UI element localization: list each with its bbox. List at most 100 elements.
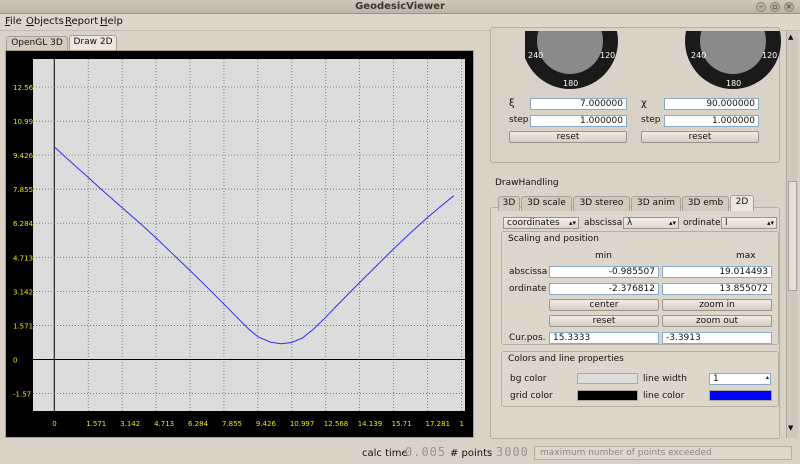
chi-label: χ — [641, 98, 647, 109]
ordinate-label: ordinate — [683, 218, 721, 228]
plot-2d-canvas[interactable]: 12.56 10.99 9.426 7.855 6.284 4.713 3.142 1.571… — [6, 51, 473, 437]
line-color-swatch[interactable] — [709, 390, 772, 401]
chi-dial[interactable]: 240 120 180 — [685, 31, 781, 89]
chi-input[interactable]: 90.000000 — [664, 98, 759, 110]
menu-help[interactable]: Help — [100, 16, 123, 27]
menu-bar: File Objects Report Help — [0, 14, 800, 31]
dials: 240 120 180 240 120 180 — [525, 31, 781, 89]
geodesic-curve — [53, 146, 455, 345]
y-tick-label: 4.713 — [13, 254, 33, 262]
draw-2d-panel: 12.56 10.99 9.426 7.855 6.284 4.713 3.142 1.571… — [5, 50, 474, 438]
grid-color-swatch[interactable] — [577, 390, 638, 401]
xi-dial-knob — [537, 31, 603, 74]
x-tick-label: 9.426 — [256, 420, 277, 428]
ordinate-select[interactable]: l ▴▾ — [721, 217, 777, 229]
tab-opengl-3d[interactable]: OpenGL 3D — [6, 36, 68, 51]
chi-dial-label-120: 120 — [762, 51, 777, 60]
menu-objects[interactable]: Objects — [26, 16, 64, 27]
x-tick-label: 1.571 — [86, 420, 106, 428]
xi-dial[interactable]: 240 120 180 — [525, 31, 618, 89]
plot-grid — [33, 59, 465, 411]
xi-input[interactable]: 7.000000 — [530, 98, 627, 110]
min-label: min — [595, 251, 612, 261]
x-tick-label: 0 — [52, 420, 56, 428]
step-input-right[interactable]: 1.000000 — [664, 115, 759, 127]
ordinate-min-input[interactable]: -2.376812 — [549, 283, 659, 295]
y-tick-label: -1.57 — [13, 391, 31, 399]
menu-report[interactable]: Report — [65, 16, 99, 27]
scrollbar-thumb[interactable] — [788, 181, 797, 291]
line-width-label: line width — [643, 374, 687, 384]
zoom-in-button[interactable]: zoom in — [662, 299, 772, 311]
grid-color-label: grid color — [510, 391, 553, 401]
calc-time-display: 0.005 — [405, 445, 447, 459]
chi-dial-label-240: 240 — [691, 51, 706, 60]
zoom-out-button[interactable]: zoom out — [662, 315, 772, 327]
scroll-down-icon: ▼ — [788, 424, 794, 432]
step-label-right: step — [641, 115, 661, 125]
status-message: maximum number of points exceeded — [534, 446, 792, 460]
abscissa-min-input[interactable]: -0.985507 — [549, 266, 659, 278]
line-width-spinbox[interactable]: 1 ▴ — [709, 373, 771, 385]
tab-3d-emb[interactable]: 3D emb — [682, 196, 729, 211]
reset-scaling-button[interactable]: reset — [549, 315, 659, 327]
y-tick-labels: 12.56 10.99 9.426 7.855 6.284 4.713 3.142 1.571… — [13, 84, 34, 398]
abscissa-max-input[interactable]: 19.014493 — [662, 266, 772, 278]
tab-3d-scale[interactable]: 3D scale — [521, 196, 572, 211]
minimize-icon[interactable]: – — [756, 2, 766, 12]
chi-dial-label-180: 180 — [726, 79, 741, 88]
points-display: 3000 — [496, 445, 529, 459]
x-tick-label: 14.139 — [358, 420, 383, 428]
bg-color-label: bg color — [510, 374, 547, 384]
maximize-icon[interactable]: ▫ — [770, 2, 780, 12]
y-tick-label: 9.426 — [13, 152, 34, 160]
y-tick-label: 7.855 — [13, 186, 33, 194]
points-label: # points — [450, 448, 493, 459]
step-input-left[interactable]: 1.000000 — [530, 115, 627, 127]
x-tick-label: 12.568 — [324, 420, 349, 428]
title-bar: GeodesicViewer – ▫ × — [0, 0, 800, 14]
ordinate-max-input[interactable]: 13.855072 — [662, 283, 772, 295]
menu-file[interactable]: File — [5, 16, 22, 27]
tab-3d[interactable]: 3D — [498, 196, 520, 211]
x-tick-label: 1 — [459, 420, 463, 428]
calc-time-label: calc time — [362, 448, 408, 459]
center-button[interactable]: center — [549, 299, 659, 311]
step-label-left: step — [509, 115, 529, 125]
abscissa-select[interactable]: λ ▴▾ — [623, 217, 679, 229]
coordinates-select[interactable]: coordinates ▴▾ — [503, 217, 579, 229]
right-scrollbar[interactable]: ▲ ▼ — [786, 31, 798, 438]
max-label: max — [736, 251, 756, 261]
chevron-down-icon: ▴▾ — [568, 219, 576, 227]
y-tick-label: 0 — [13, 356, 17, 364]
x-tick-labels: 0 1.571 3.142 4.713 6.284 7.855 9.426 10.997 12.… — [52, 420, 464, 428]
chevron-down-icon: ▴▾ — [668, 219, 676, 227]
colors-group — [501, 351, 779, 407]
xi-dial-label-180: 180 — [563, 79, 578, 88]
x-tick-label: 15.71 — [392, 420, 412, 428]
y-tick-label: 6.284 — [13, 220, 34, 228]
curpos-label: Cur.pos. — [509, 333, 546, 343]
x-tick-label: 3.142 — [120, 420, 140, 428]
reset-button-left[interactable]: reset — [509, 131, 627, 143]
tab-3d-stereo[interactable]: 3D stereo — [573, 196, 630, 211]
bg-color-swatch[interactable] — [577, 373, 638, 384]
plot-background — [33, 59, 465, 411]
y-tick-label: 10.99 — [13, 118, 33, 126]
x-tick-label: 10.997 — [290, 420, 315, 428]
tab-3d-anim[interactable]: 3D anim — [631, 196, 681, 211]
chi-dial-knob — [700, 31, 766, 74]
reset-button-right[interactable]: reset — [641, 131, 759, 143]
tab-draw-2d[interactable]: Draw 2D — [69, 35, 117, 51]
ordinate-row-label: ordinate — [509, 284, 547, 294]
curpos-x-field: 15.3333 — [549, 332, 659, 344]
spin-arrows-icon: ▴ — [765, 374, 769, 381]
y-tick-label: 12.56 — [13, 84, 34, 92]
xi-label: ξ — [509, 98, 515, 109]
scroll-up-icon: ▲ — [788, 33, 794, 41]
close-icon[interactable]: × — [784, 2, 794, 12]
xi-dial-label-120: 120 — [600, 51, 615, 60]
chevron-down-icon: ▴▾ — [766, 219, 774, 227]
tab-2d[interactable]: 2D — [730, 195, 754, 211]
scaling-group — [501, 231, 779, 345]
